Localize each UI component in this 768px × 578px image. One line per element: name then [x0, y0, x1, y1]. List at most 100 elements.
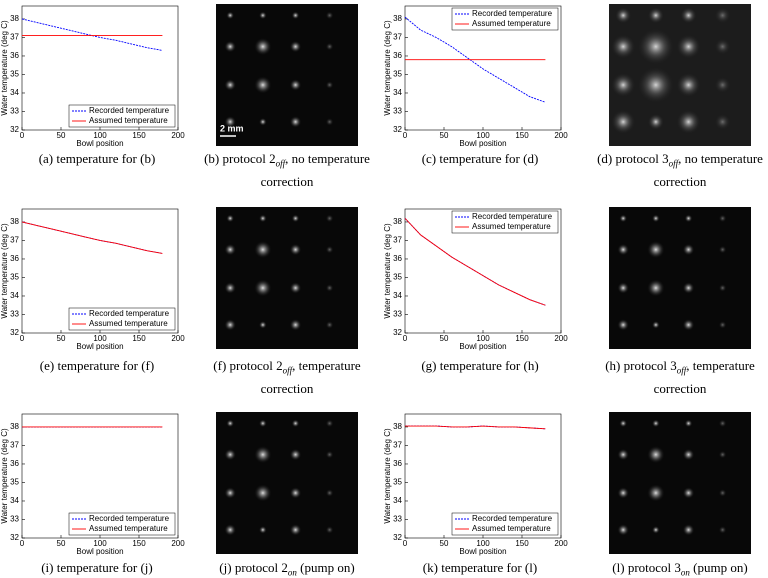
caption-subscript: off [282, 365, 293, 376]
x-tick-label: 50 [57, 334, 66, 343]
spot [325, 117, 334, 126]
legend-box [68, 512, 176, 536]
caption-label: (j) [219, 560, 232, 575]
legend-box [68, 104, 176, 128]
spot [224, 78, 237, 91]
caption-text-after: , no temperature correction [260, 151, 370, 189]
x-tick-label: 100 [93, 131, 107, 140]
y-tick-label: 38 [393, 14, 402, 23]
x-axis-label: Bowl position [459, 342, 506, 351]
micrograph: 2 mm [216, 4, 358, 146]
caption-text: temperature for (f) [57, 358, 155, 373]
spot [682, 448, 695, 461]
caption-text: temperature for (h) [439, 358, 539, 373]
spot [226, 214, 235, 223]
y-tick-label: 34 [10, 291, 19, 300]
caption-subscript: off [275, 158, 286, 169]
y-tick-label: 35 [10, 273, 19, 282]
y-tick-label: 36 [393, 459, 402, 468]
x-axis-label: Bowl position [459, 139, 506, 148]
spot [611, 72, 636, 97]
caption: (g) temperature for (h) [385, 357, 575, 374]
legend-label: Assumed temperature [472, 222, 551, 231]
micrograph [609, 412, 751, 554]
spot [718, 245, 727, 254]
caption-label: (k) [422, 560, 438, 575]
spot [646, 445, 665, 464]
y-tick-label: 35 [10, 478, 19, 487]
legend-box [68, 307, 176, 331]
spot [617, 448, 630, 461]
y-tick-label: 36 [10, 51, 19, 60]
y-axis-label: Water temperature (deg C) [383, 428, 392, 524]
caption-text-after: (pump on) [689, 560, 748, 575]
x-tick-label: 50 [57, 131, 66, 140]
spot [651, 525, 660, 534]
spot [258, 117, 267, 126]
x-tick-label: 0 [20, 131, 25, 140]
spot [637, 66, 674, 103]
y-tick-label: 33 [393, 107, 402, 116]
spot [289, 115, 302, 128]
x-tick-label: 50 [440, 131, 449, 140]
caption-text: protocol 2 [229, 358, 283, 373]
x-tick-label: 0 [403, 539, 408, 548]
spot [224, 243, 237, 256]
image-background [609, 412, 751, 554]
y-tick-label: 38 [10, 217, 19, 226]
spot [325, 525, 334, 534]
series-line [405, 425, 546, 430]
spot [637, 28, 674, 65]
y-tick-label: 36 [10, 254, 19, 263]
image-background [609, 207, 751, 349]
y-tick-label: 38 [10, 14, 19, 23]
spot [224, 40, 237, 53]
caption: (f) protocol 2off, temperature correctio… [200, 357, 375, 397]
legend-label: Recorded temperature [472, 514, 553, 523]
y-tick-label: 38 [10, 422, 19, 431]
x-tick-label: 200 [171, 539, 185, 548]
caption-text: protocol 2 [222, 151, 276, 166]
spot [258, 320, 267, 329]
caption-label: (b) [204, 151, 220, 166]
caption-text: protocol 3 [627, 560, 681, 575]
spot [325, 419, 334, 428]
chart: 0 50 100 150 200 32 33 34 35 36 37 38 Bowl position W… [383, 208, 568, 351]
series-line [404, 217, 546, 306]
caption-label: (i) [41, 560, 54, 575]
caption-label: (c) [421, 151, 437, 166]
x-tick-label: 150 [132, 334, 146, 343]
y-tick-label: 38 [393, 217, 402, 226]
y-tick-label: 33 [393, 310, 402, 319]
spot [325, 80, 334, 89]
legend-box [451, 512, 559, 536]
spot [253, 37, 272, 56]
caption-subscript: on [287, 567, 297, 578]
y-tick-label: 35 [393, 70, 402, 79]
spot [289, 523, 302, 536]
chart: 0 50 100 150 200 32 33 34 35 36 37 38 Bowl position W… [0, 208, 185, 351]
y-tick-label: 34 [393, 496, 402, 505]
spot [676, 34, 701, 59]
y-tick-label: 38 [393, 422, 402, 431]
legend-box [451, 7, 559, 31]
spot [253, 483, 272, 502]
legend-label: Assumed temperature [472, 19, 551, 28]
legend-label: Recorded temperature [472, 212, 553, 221]
caption-label: (f) [213, 358, 227, 373]
spot [289, 78, 302, 91]
caption: (k) temperature for (l) [385, 559, 575, 576]
y-tick-label: 33 [10, 515, 19, 524]
caption-text-after: , temperature correction [260, 358, 361, 396]
legend-label: Recorded temperature [472, 9, 553, 18]
y-tick-label: 32 [393, 125, 402, 134]
x-tick-label: 200 [171, 334, 185, 343]
y-tick-label: 37 [393, 236, 402, 245]
micrograph [216, 412, 358, 554]
caption-subscript: off [676, 365, 687, 376]
spot [258, 419, 267, 428]
caption-text-after: , no temperature correction [653, 151, 763, 189]
y-tick-label: 37 [10, 441, 19, 450]
caption-label: (d) [597, 151, 613, 166]
